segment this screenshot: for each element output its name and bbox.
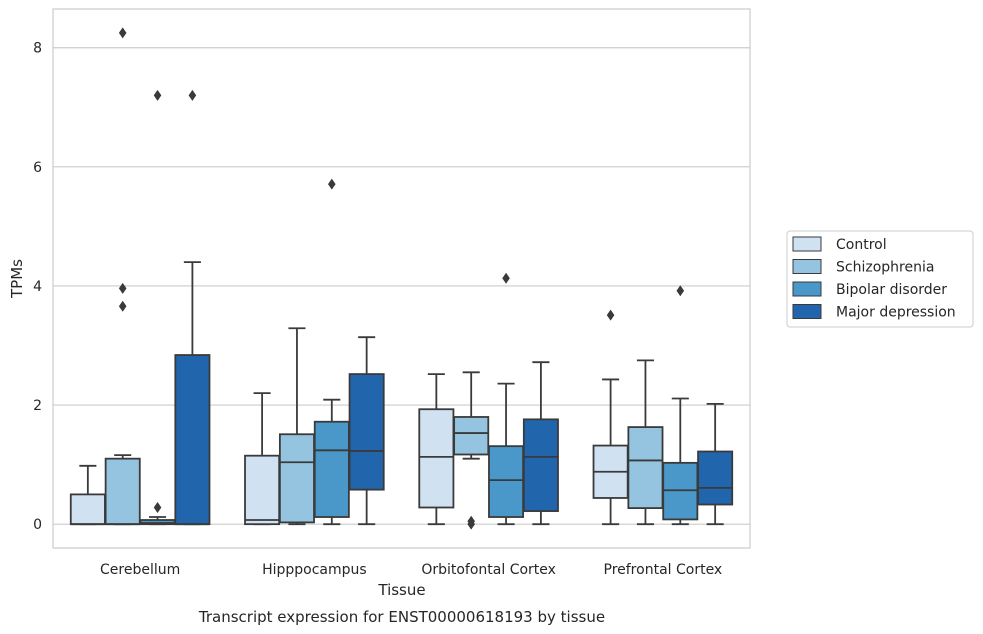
outlier-point bbox=[502, 272, 510, 284]
y-tick-label: 0 bbox=[33, 517, 42, 533]
x-tick-labels: Cerebellum Hipppocampus Orbitofontal Corte… bbox=[100, 562, 722, 578]
legend-swatch bbox=[792, 259, 822, 274]
box-3-1 bbox=[627, 359, 664, 526]
outlier-point bbox=[467, 515, 475, 527]
x-tick-label: Prefrontal Cortex bbox=[604, 562, 723, 578]
outlier-point bbox=[328, 178, 336, 190]
box-body bbox=[69, 493, 106, 526]
legend-label: Control bbox=[836, 237, 887, 253]
box-1-3 bbox=[348, 336, 385, 526]
box-2-2 bbox=[488, 272, 525, 526]
box-body bbox=[522, 418, 559, 512]
y-axis-label: TPMs bbox=[8, 259, 26, 299]
box-body bbox=[348, 373, 385, 491]
legend-label: Bipolar disorder bbox=[836, 282, 947, 298]
box-2-1 bbox=[453, 371, 490, 530]
legend-label: Schizophrenia bbox=[836, 260, 934, 276]
y-tick-label: 2 bbox=[33, 398, 42, 414]
box-0-0 bbox=[69, 464, 106, 526]
box-body bbox=[104, 457, 141, 526]
box-body bbox=[278, 433, 315, 524]
x-tick-label: Hipppocampus bbox=[262, 562, 367, 578]
box-0-1 bbox=[104, 27, 141, 526]
box-body bbox=[174, 354, 211, 526]
y-tick-label: 4 bbox=[33, 279, 42, 295]
outlier-point bbox=[118, 300, 127, 312]
x-axis-label: Tissue bbox=[377, 581, 425, 599]
box-3-3 bbox=[697, 402, 734, 526]
outlier-point bbox=[118, 282, 127, 294]
box-series bbox=[69, 27, 734, 530]
box-2-3 bbox=[522, 361, 559, 526]
box-1-2 bbox=[313, 178, 350, 526]
outlier-point bbox=[118, 27, 127, 39]
outlier-point bbox=[153, 502, 162, 514]
box-body bbox=[313, 420, 350, 518]
box-2-0 bbox=[418, 373, 455, 526]
x-tick-label: Orbitofontal Cortex bbox=[421, 562, 556, 578]
box-body bbox=[453, 416, 490, 456]
y-tick-label: 8 bbox=[33, 41, 42, 57]
box-1-1 bbox=[278, 327, 315, 526]
box-3-0 bbox=[592, 309, 629, 526]
box-body bbox=[627, 426, 664, 509]
legend-frame bbox=[786, 230, 974, 328]
legend-swatch bbox=[792, 304, 822, 319]
box-1-0 bbox=[244, 392, 281, 526]
box-body bbox=[244, 454, 281, 526]
y-tick-labels: 0 2 4 6 8 bbox=[33, 41, 42, 533]
legend-swatch bbox=[792, 236, 822, 252]
outlier-point bbox=[606, 309, 615, 321]
x-tick-label: Cerebellum bbox=[100, 562, 180, 578]
legend: Control Schizophrenia Bipolar disorder Majo… bbox=[786, 230, 974, 328]
chart-caption: Transcript expression for ENST0000061819… bbox=[198, 608, 605, 626]
outlier-point bbox=[676, 285, 685, 297]
legend-swatch bbox=[792, 281, 822, 297]
outlier-point bbox=[188, 89, 197, 101]
box-0-3 bbox=[174, 89, 211, 526]
outlier-point bbox=[153, 89, 162, 101]
y-tick-label: 6 bbox=[33, 160, 42, 176]
box-3-2 bbox=[662, 285, 699, 526]
box-body bbox=[488, 445, 525, 518]
box-body bbox=[697, 450, 734, 506]
box-body bbox=[418, 408, 455, 509]
legend-label: Major depression bbox=[836, 305, 956, 321]
